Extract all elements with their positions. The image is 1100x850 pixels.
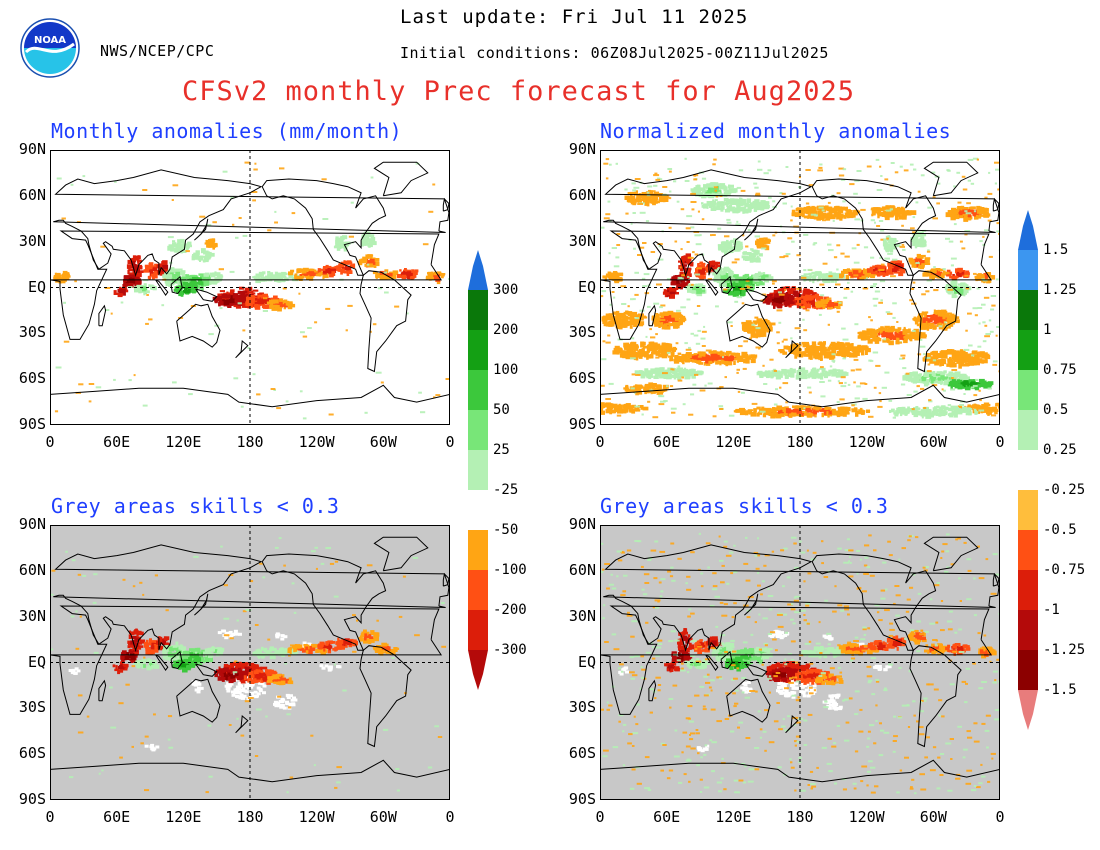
lon-tick-label: 0 <box>595 808 605 826</box>
lat-tick-label: 60S <box>568 369 596 388</box>
lon-tick-label: 60W <box>369 808 397 826</box>
colorbar-tick-label: 25 <box>493 442 510 458</box>
lon-tick-label: 180 <box>786 808 814 826</box>
lon-tick-label: 120E <box>715 433 752 451</box>
colorbar-tick-label: 0.25 <box>1043 442 1077 458</box>
lon-tick-label: 0 <box>995 808 1005 826</box>
lon-tick-label: 120W <box>298 433 335 451</box>
colorbar-tick-label: -200 <box>493 602 527 618</box>
lon-tick-label: 120E <box>165 433 202 451</box>
lon-tick-label: 60E <box>653 808 681 826</box>
lat-tick-label: 90N <box>568 140 596 158</box>
map-panel-anomalies <box>50 150 450 425</box>
map-panel-skill-normalized <box>600 525 1000 800</box>
panel-title-skill-mask-right: Grey areas skills < 0.3 <box>600 494 889 518</box>
colorbar-tick-label: -1.5 <box>1043 682 1077 698</box>
colorbar-tick-label: -100 <box>493 562 527 578</box>
lon-tick-label: 60E <box>653 433 681 451</box>
lat-tick-label: 60N <box>568 185 596 204</box>
lon-tick-label: 120E <box>715 808 752 826</box>
lat-tick-label: 90N <box>18 140 46 158</box>
lon-tick-label: 60E <box>103 433 131 451</box>
lat-tick-label: 60N <box>18 560 46 579</box>
lat-tick-label: 30N <box>568 231 596 250</box>
colorbar-tick-label: 50 <box>493 402 510 418</box>
colorbar-tick-label: -25 <box>493 482 519 498</box>
lat-tick-label: 90N <box>18 515 46 533</box>
lat-tick-label: EQ <box>27 652 46 671</box>
lon-tick-label: 0 <box>995 433 1005 451</box>
colorbar-tick-label: -0.5 <box>1043 522 1077 538</box>
page-title: CFSv2 monthly Prec forecast for Aug2025 <box>182 76 855 107</box>
org-text: NWS/NCEP/CPC <box>100 42 215 60</box>
lon-tick-label: 60W <box>919 808 947 826</box>
lat-tick-label: 30S <box>18 323 46 342</box>
colorbar-tick-label: 200 <box>493 322 519 338</box>
lon-tick-label: 60W <box>369 433 397 451</box>
lon-tick-label: 0 <box>445 433 455 451</box>
colorbar-tick-label: 0.75 <box>1043 362 1077 378</box>
lon-tick-label: 0 <box>45 433 55 451</box>
colorbar-tick-label: -1.25 <box>1043 642 1086 658</box>
lat-tick-label: 60S <box>18 369 46 388</box>
lat-tick-label: 90S <box>568 790 596 808</box>
colorbar-tick-label: 1.25 <box>1043 282 1077 298</box>
lat-tick-label: 30S <box>568 323 596 342</box>
lon-tick-label: 120W <box>848 433 885 451</box>
lon-tick-label: 120W <box>848 808 885 826</box>
logo-text: NOAA <box>34 35 66 46</box>
lon-tick-label: 0 <box>595 433 605 451</box>
colorbar-tick-label: -0.25 <box>1043 482 1086 498</box>
lat-tick-label: 60N <box>18 185 46 204</box>
lon-tick-label: 180 <box>236 433 264 451</box>
lat-tick-label: 60S <box>18 744 46 763</box>
colorbar-tick-label: 1 <box>1043 322 1052 338</box>
lon-tick-label: 180 <box>786 433 814 451</box>
panel-title-skill-mask-left: Grey areas skills < 0.3 <box>51 494 340 518</box>
lat-tick-label: 60S <box>568 744 596 763</box>
lon-tick-label: 120E <box>165 808 202 826</box>
colorbar-tick-label: 300 <box>493 282 519 298</box>
colorbar-tick-label: -0.75 <box>1043 562 1086 578</box>
lat-tick-label: 30S <box>568 698 596 717</box>
lat-tick-label: 60N <box>568 560 596 579</box>
initial-conditions-text: Initial conditions: 06Z08Jul2025-00Z11Ju… <box>400 44 829 62</box>
colorbar-mm <box>468 250 488 690</box>
lat-tick-label: 90S <box>18 415 46 433</box>
lat-tick-label: 30S <box>18 698 46 717</box>
lon-tick-label: 180 <box>236 808 264 826</box>
colorbar-normalized <box>1018 210 1038 730</box>
lat-tick-label: 90S <box>18 790 46 808</box>
lon-tick-label: 0 <box>45 808 55 826</box>
lat-tick-label: 30N <box>568 606 596 625</box>
lat-tick-label: EQ <box>577 277 596 296</box>
lat-tick-label: 30N <box>18 606 46 625</box>
lat-tick-label: 30N <box>18 231 46 250</box>
lon-tick-label: 0 <box>445 808 455 826</box>
map-panel-normalized <box>600 150 1000 425</box>
lat-tick-label: 90S <box>568 415 596 433</box>
map-panel-skill-anomalies <box>50 525 450 800</box>
colorbar-tick-label: -50 <box>493 522 519 538</box>
colorbar-tick-label: 0.5 <box>1043 402 1069 418</box>
panel-title-normalized-anomalies: Normalized monthly anomalies <box>600 119 952 143</box>
lon-tick-label: 60E <box>103 808 131 826</box>
colorbar-tick-label: -300 <box>493 642 527 658</box>
noaa-logo-icon: NOAA <box>20 18 80 78</box>
colorbar-tick-label: 1.5 <box>1043 242 1069 258</box>
lat-tick-label: EQ <box>577 652 596 671</box>
colorbar-tick-label: 100 <box>493 362 519 378</box>
panel-title-monthly-anomalies: Monthly anomalies (mm/month) <box>51 119 403 143</box>
colorbar-tick-label: -1 <box>1043 602 1060 618</box>
lat-tick-label: EQ <box>27 277 46 296</box>
lon-tick-label: 60W <box>919 433 947 451</box>
last-update-text: Last update: Fri Jul 11 2025 <box>400 6 749 28</box>
lon-tick-label: 120W <box>298 808 335 826</box>
lat-tick-label: 90N <box>568 515 596 533</box>
